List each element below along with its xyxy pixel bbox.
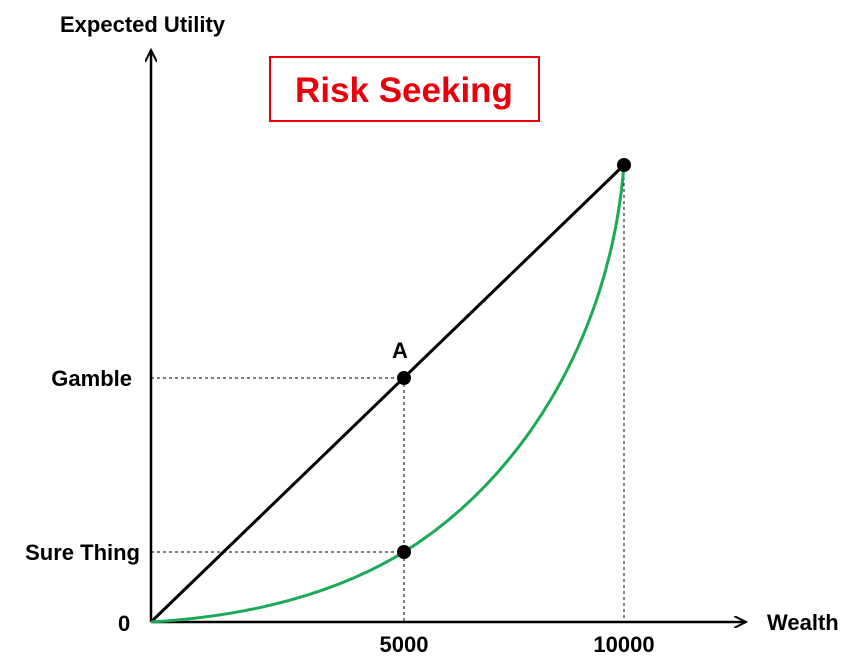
x-tick-5000: 5000 [380, 632, 429, 657]
utility-curve [150, 164, 626, 624]
x-axis-label: Wealth [767, 610, 839, 635]
x-tick-10000: 10000 [593, 632, 654, 657]
y-axis-label: Expected Utility [60, 12, 226, 37]
point-a [397, 371, 411, 385]
y-tick-sure-thing: Sure Thing [25, 540, 140, 565]
point-a-label: A [392, 338, 408, 363]
gamble-chord-line [149, 163, 626, 624]
title-box [269, 56, 540, 122]
diagram-title: Risk Seeking [295, 71, 513, 110]
y-tick-gamble: Gamble [51, 366, 132, 391]
origin-label: 0 [118, 611, 130, 636]
point-sure-thing [397, 545, 411, 559]
point-10000 [617, 158, 631, 172]
